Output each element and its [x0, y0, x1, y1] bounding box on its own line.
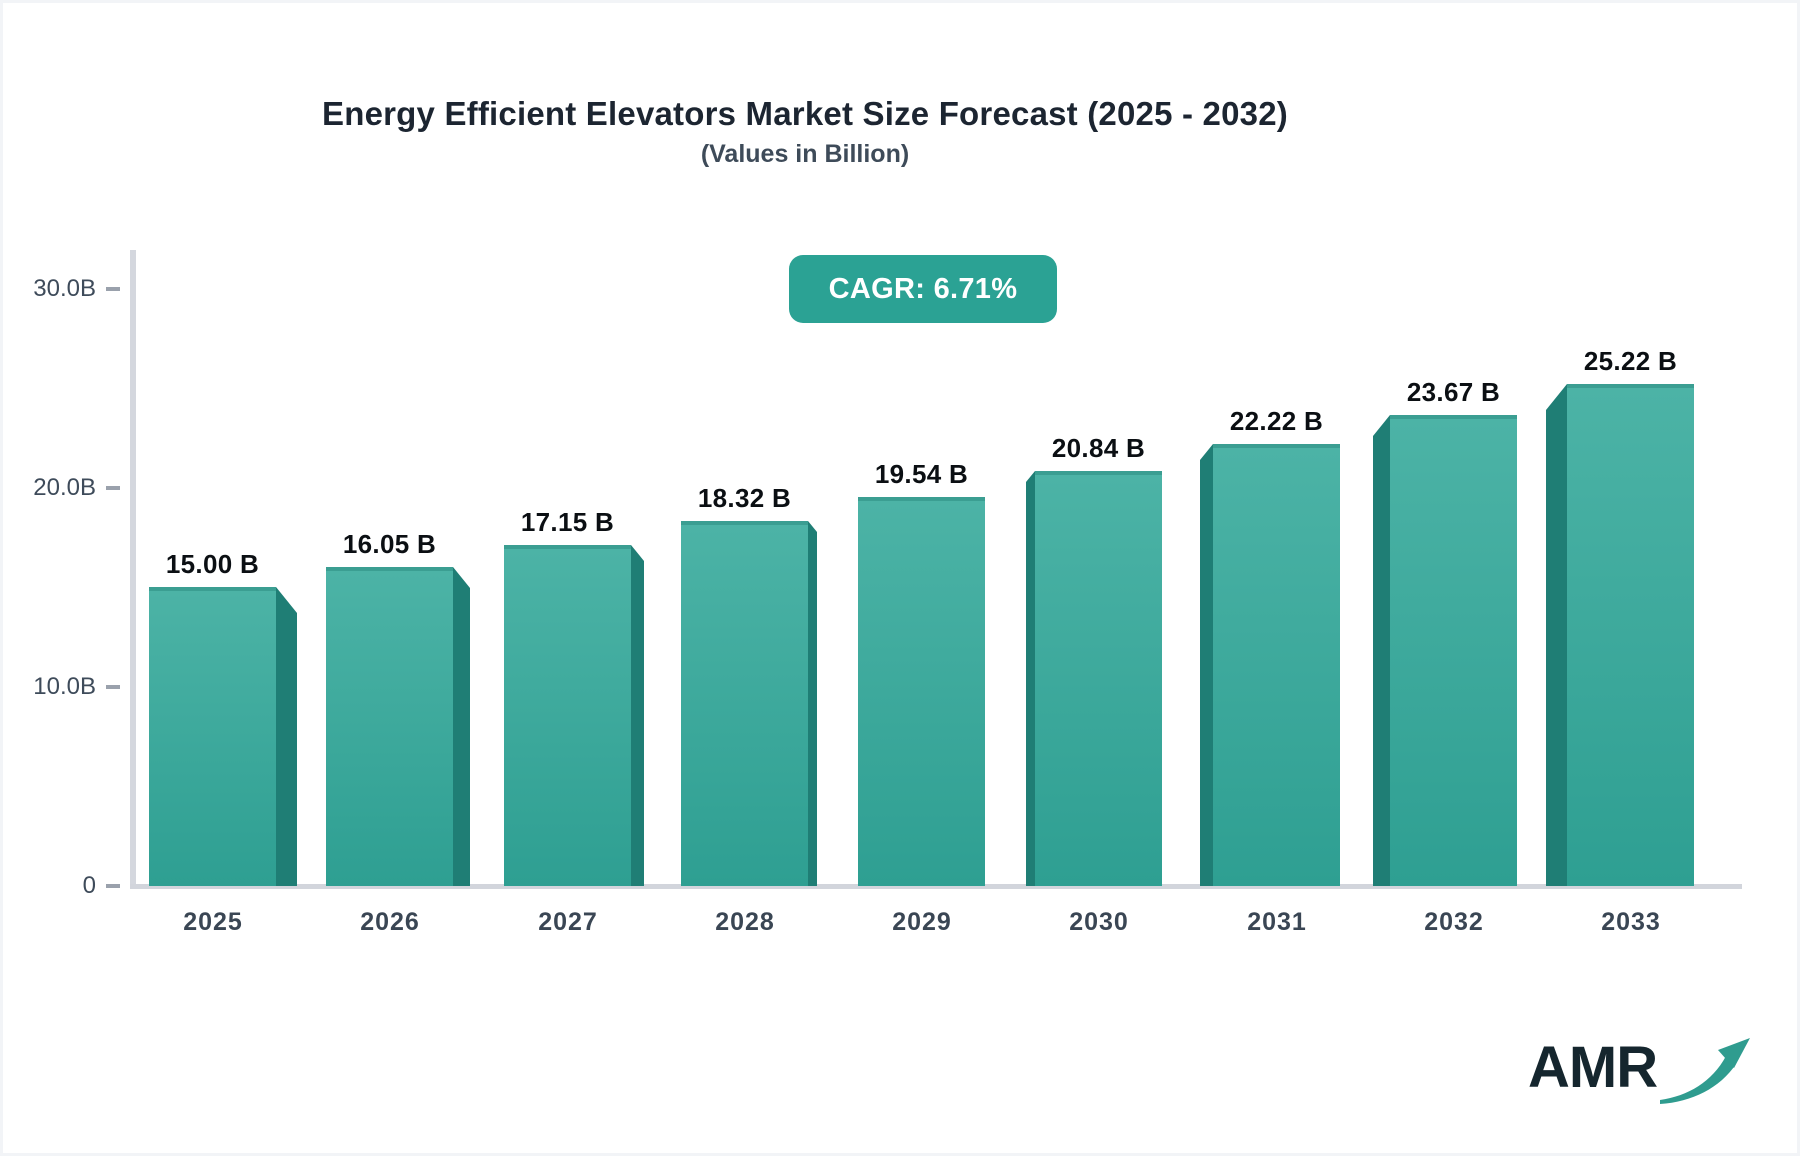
- chart-title: Energy Efficient Elevators Market Size F…: [322, 95, 1288, 132]
- y-tick-label: 10.0B: [33, 673, 96, 700]
- y-axis-line: [130, 250, 136, 888]
- bar-side-shadow: [1200, 444, 1213, 886]
- x-tick-label: 2025: [183, 908, 243, 936]
- bar-value-label: 16.05 B: [342, 529, 437, 559]
- bar-face: [1213, 444, 1340, 886]
- y-tick-mark: [106, 685, 120, 689]
- cagr-badge: CAGR: 6.71%: [789, 255, 1057, 323]
- bar-2025: 15.00 B: [149, 549, 297, 886]
- bar-face: [1567, 384, 1694, 886]
- y-tick-label: 30.0B: [33, 275, 96, 302]
- bar-2028: 18.32 B: [681, 483, 817, 886]
- bar-value-label: 23.67 B: [1406, 377, 1501, 407]
- bar-2030: 20.84 B: [1026, 433, 1162, 886]
- bar-side-shadow: [1373, 415, 1390, 886]
- chart-subtitle: (Values in Billion): [700, 140, 910, 168]
- bar-face: [681, 521, 808, 886]
- bar-2033: 25.22 B: [1546, 346, 1694, 886]
- x-tick-label: 2026: [360, 908, 420, 936]
- bar-2029: 19.54 B: [858, 459, 985, 886]
- bar-value-label: 25.22 B: [1583, 346, 1678, 376]
- x-tick-label: 2031: [1247, 908, 1307, 936]
- bar-side-shadow: [808, 521, 817, 886]
- bar-face: [1390, 415, 1517, 886]
- bar-value-label: 18.32 B: [697, 483, 792, 513]
- bar-value-label: 19.54 B: [874, 459, 969, 489]
- y-tick-mark: [106, 884, 120, 888]
- x-tick-label: 2033: [1601, 908, 1661, 936]
- x-axis-line: [130, 884, 1742, 889]
- bar-face: [858, 497, 985, 886]
- bar-2026: 16.05 B: [326, 529, 470, 886]
- y-tick-mark: [106, 287, 120, 291]
- bar-face: [326, 567, 453, 886]
- bar-side-shadow: [1026, 471, 1035, 886]
- amr-logo: AMR: [1528, 1028, 1758, 1128]
- y-tick-label: 0: [82, 872, 96, 899]
- bar-value-label: 15.00 B: [165, 549, 260, 579]
- growth-arrow-icon: [1660, 1038, 1750, 1104]
- bar-side-shadow: [1546, 384, 1567, 886]
- y-tick-label: 20.0B: [33, 474, 96, 501]
- x-tick-label: 2032: [1424, 908, 1484, 936]
- x-tick-label: 2029: [892, 908, 952, 936]
- bar-2031: 22.22 B: [1200, 406, 1340, 886]
- bar-2027: 17.15 B: [504, 507, 644, 886]
- bar-face: [1035, 471, 1162, 886]
- bar-value-label: 22.22 B: [1229, 406, 1324, 436]
- bar-2032: 23.67 B: [1373, 377, 1517, 886]
- bar-side-shadow: [276, 587, 297, 886]
- bar-face: [504, 545, 631, 886]
- bar-value-label: 17.15 B: [520, 507, 615, 537]
- x-tick-label: 2027: [538, 908, 598, 936]
- x-tick-label: 2028: [715, 908, 775, 936]
- y-tick-mark: [106, 486, 120, 490]
- amr-logo-text: AMR: [1528, 1035, 1658, 1100]
- x-tick-label: 2030: [1069, 908, 1129, 936]
- bar-side-shadow: [453, 567, 470, 886]
- bar-side-shadow: [631, 545, 644, 886]
- chart-header: Energy Efficient Elevators Market Size F…: [0, 0, 1610, 169]
- bar-face: [149, 587, 276, 886]
- bar-value-label: 20.84 B: [1051, 433, 1146, 463]
